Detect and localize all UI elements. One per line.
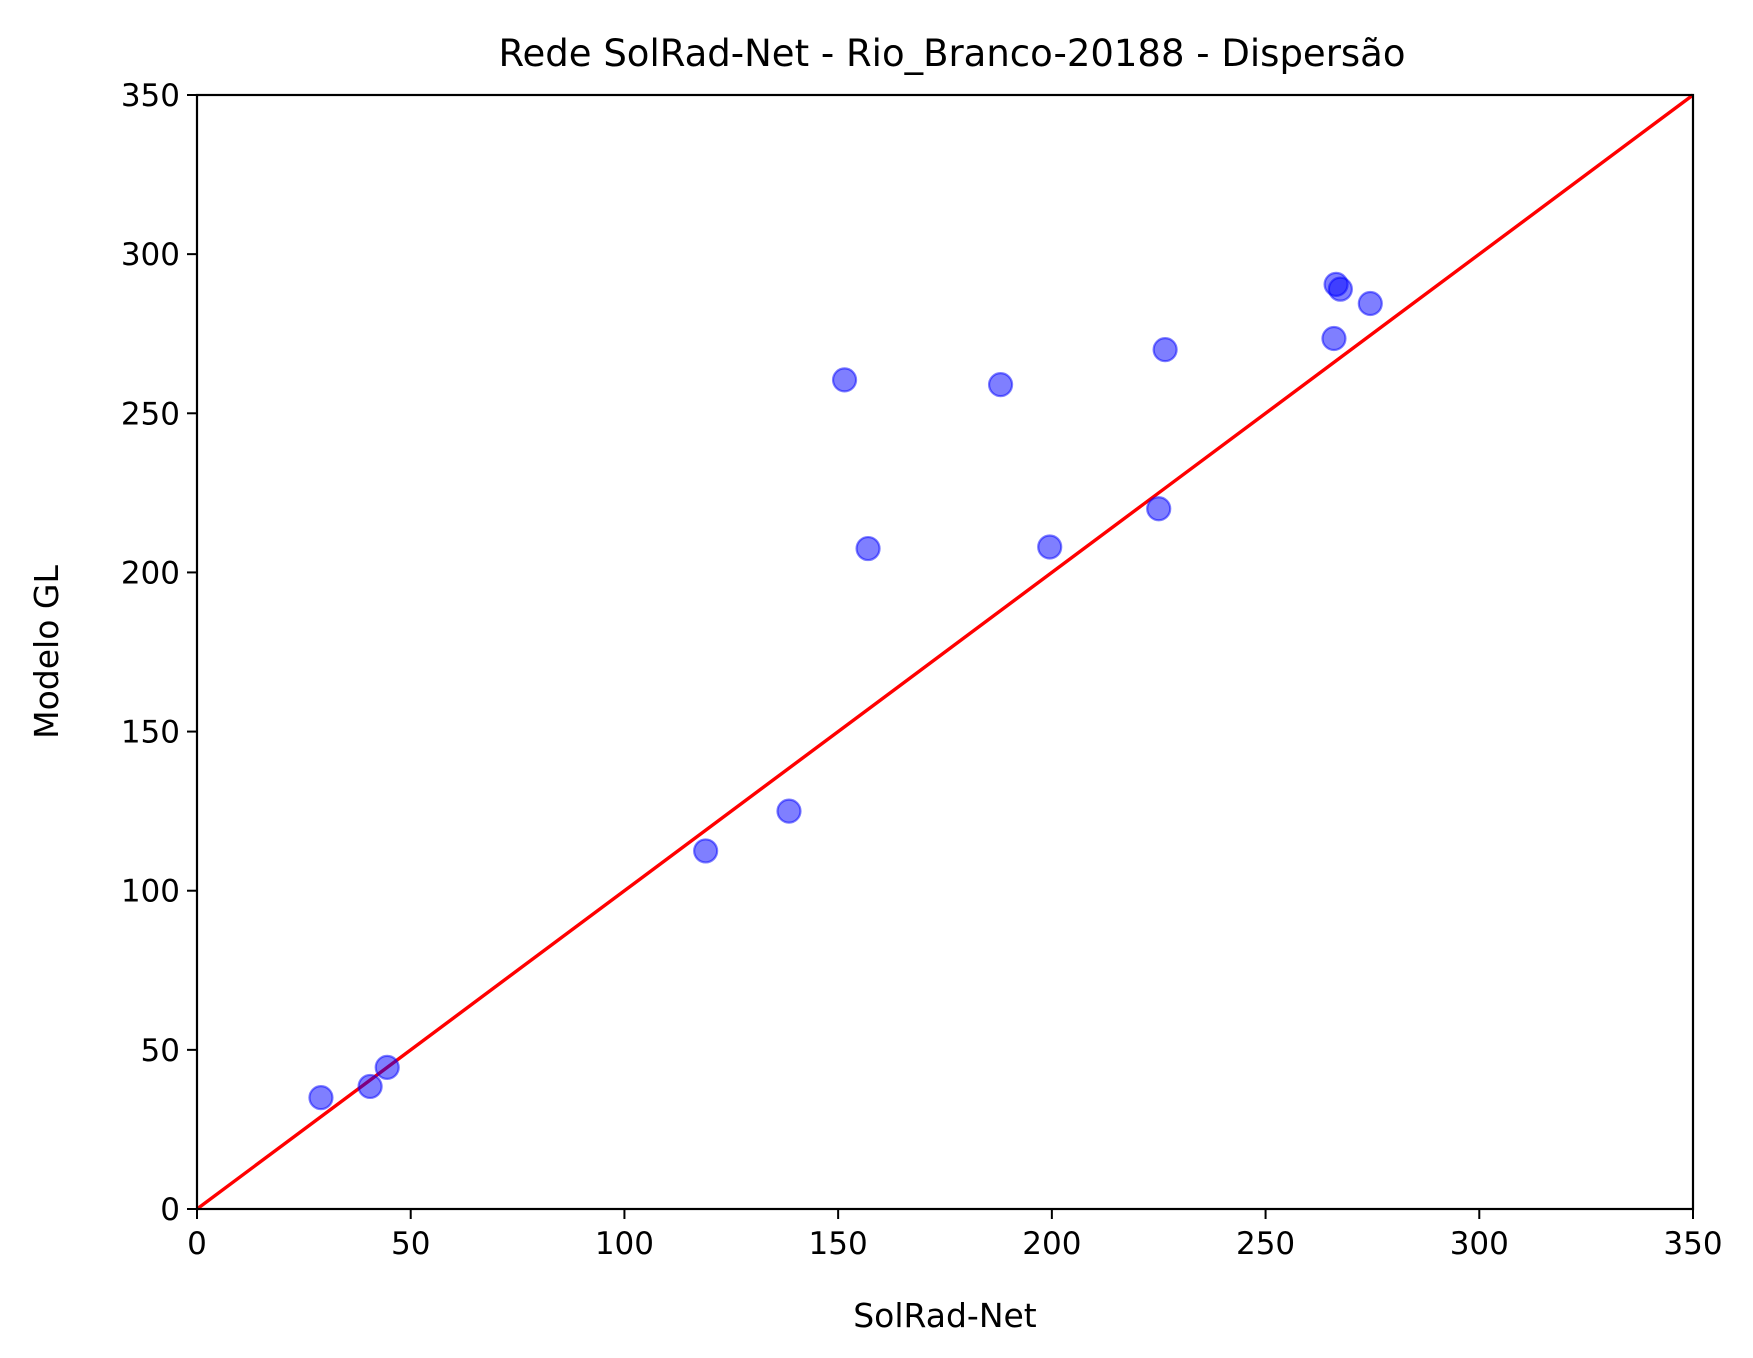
y-tick-label: 200 [121, 555, 180, 591]
scatter-point [1357, 290, 1383, 317]
x-tick-label: 150 [809, 1226, 868, 1262]
x-axis-label: SolRad-Net [853, 1296, 1037, 1335]
scatter-point [693, 838, 719, 864]
chart-title: Rede SolRad-Net - Rio_Branco-20188 - Dis… [499, 32, 1406, 75]
scatter-point [1037, 534, 1063, 560]
scatter-point [1152, 337, 1178, 363]
y-tick-label: 300 [121, 237, 180, 273]
y-tick-label: 150 [121, 715, 180, 751]
x-tick-label: 50 [391, 1226, 430, 1262]
x-tick-label: 0 [187, 1226, 207, 1262]
scatter-point [1321, 325, 1347, 352]
scatter-point [308, 1084, 334, 1111]
y-tick-label: 0 [160, 1192, 180, 1228]
y-tick-label: 100 [121, 874, 180, 910]
scatter-point [831, 367, 858, 393]
scatter-point [1146, 496, 1172, 522]
reference-line-1to1 [195, 93, 1695, 1211]
y-tick-label: 50 [141, 1033, 180, 1069]
x-tick-label: 200 [1022, 1226, 1081, 1262]
x-tick-label: 250 [1236, 1226, 1295, 1262]
x-tick-label: 350 [1663, 1226, 1722, 1262]
x-tick-label: 100 [595, 1226, 654, 1262]
y-axis-label: Modelo GL [27, 565, 66, 739]
scatter-point [776, 798, 802, 824]
scatter-point [357, 1073, 383, 1100]
scatter-point [1327, 276, 1353, 302]
scatter-point [987, 372, 1014, 398]
plot-area-frame [195, 93, 1695, 1211]
y-tick-label: 350 [121, 78, 180, 114]
scatter-point [855, 535, 881, 562]
x-tick-label: 300 [1450, 1226, 1509, 1262]
y-tick-label: 250 [121, 396, 180, 432]
scatter-point [374, 1054, 400, 1080]
